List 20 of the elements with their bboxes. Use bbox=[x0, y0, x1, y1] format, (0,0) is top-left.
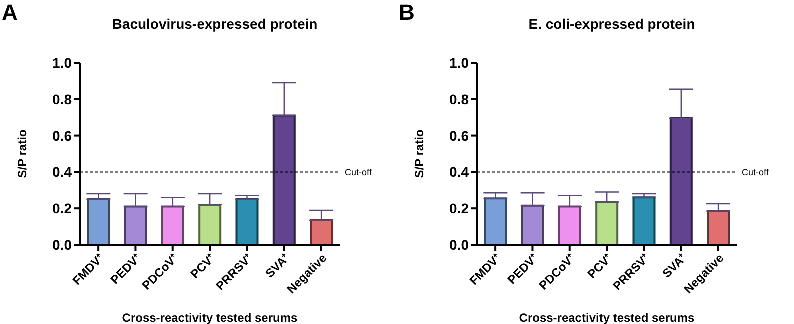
y-axis-title: S/P ratio bbox=[15, 130, 30, 178]
y-tick-label: 0.4 bbox=[52, 164, 72, 180]
ref-line-label: Cut-off bbox=[742, 167, 770, 178]
y-tick-label: 0.8 bbox=[52, 91, 72, 108]
y-tick-label: 1.0 bbox=[52, 54, 72, 71]
y-tick-label: 1.0 bbox=[450, 54, 470, 71]
y-tick-label: 0.0 bbox=[450, 236, 470, 253]
y-tick-label: 0.6 bbox=[52, 128, 72, 144]
y-axis-title: S/P ratio bbox=[412, 130, 426, 178]
y-tick-label: 0.4 bbox=[450, 164, 470, 180]
text: B bbox=[399, 0, 415, 26]
chart-title: Baculovirus-expressed protein bbox=[111, 16, 319, 32]
text: A bbox=[2, 0, 18, 26]
y-tick-label: 0.8 bbox=[450, 91, 470, 108]
chart-title: E. coli-expressed protein bbox=[528, 16, 696, 32]
y-tick-label: 0.6 bbox=[450, 128, 470, 144]
y-tick-label: 0.2 bbox=[450, 200, 470, 217]
ref-line-label: Cut-off bbox=[345, 167, 372, 178]
y-tick-label: 0.2 bbox=[52, 200, 72, 217]
y-tick-label: 0.0 bbox=[52, 236, 72, 253]
